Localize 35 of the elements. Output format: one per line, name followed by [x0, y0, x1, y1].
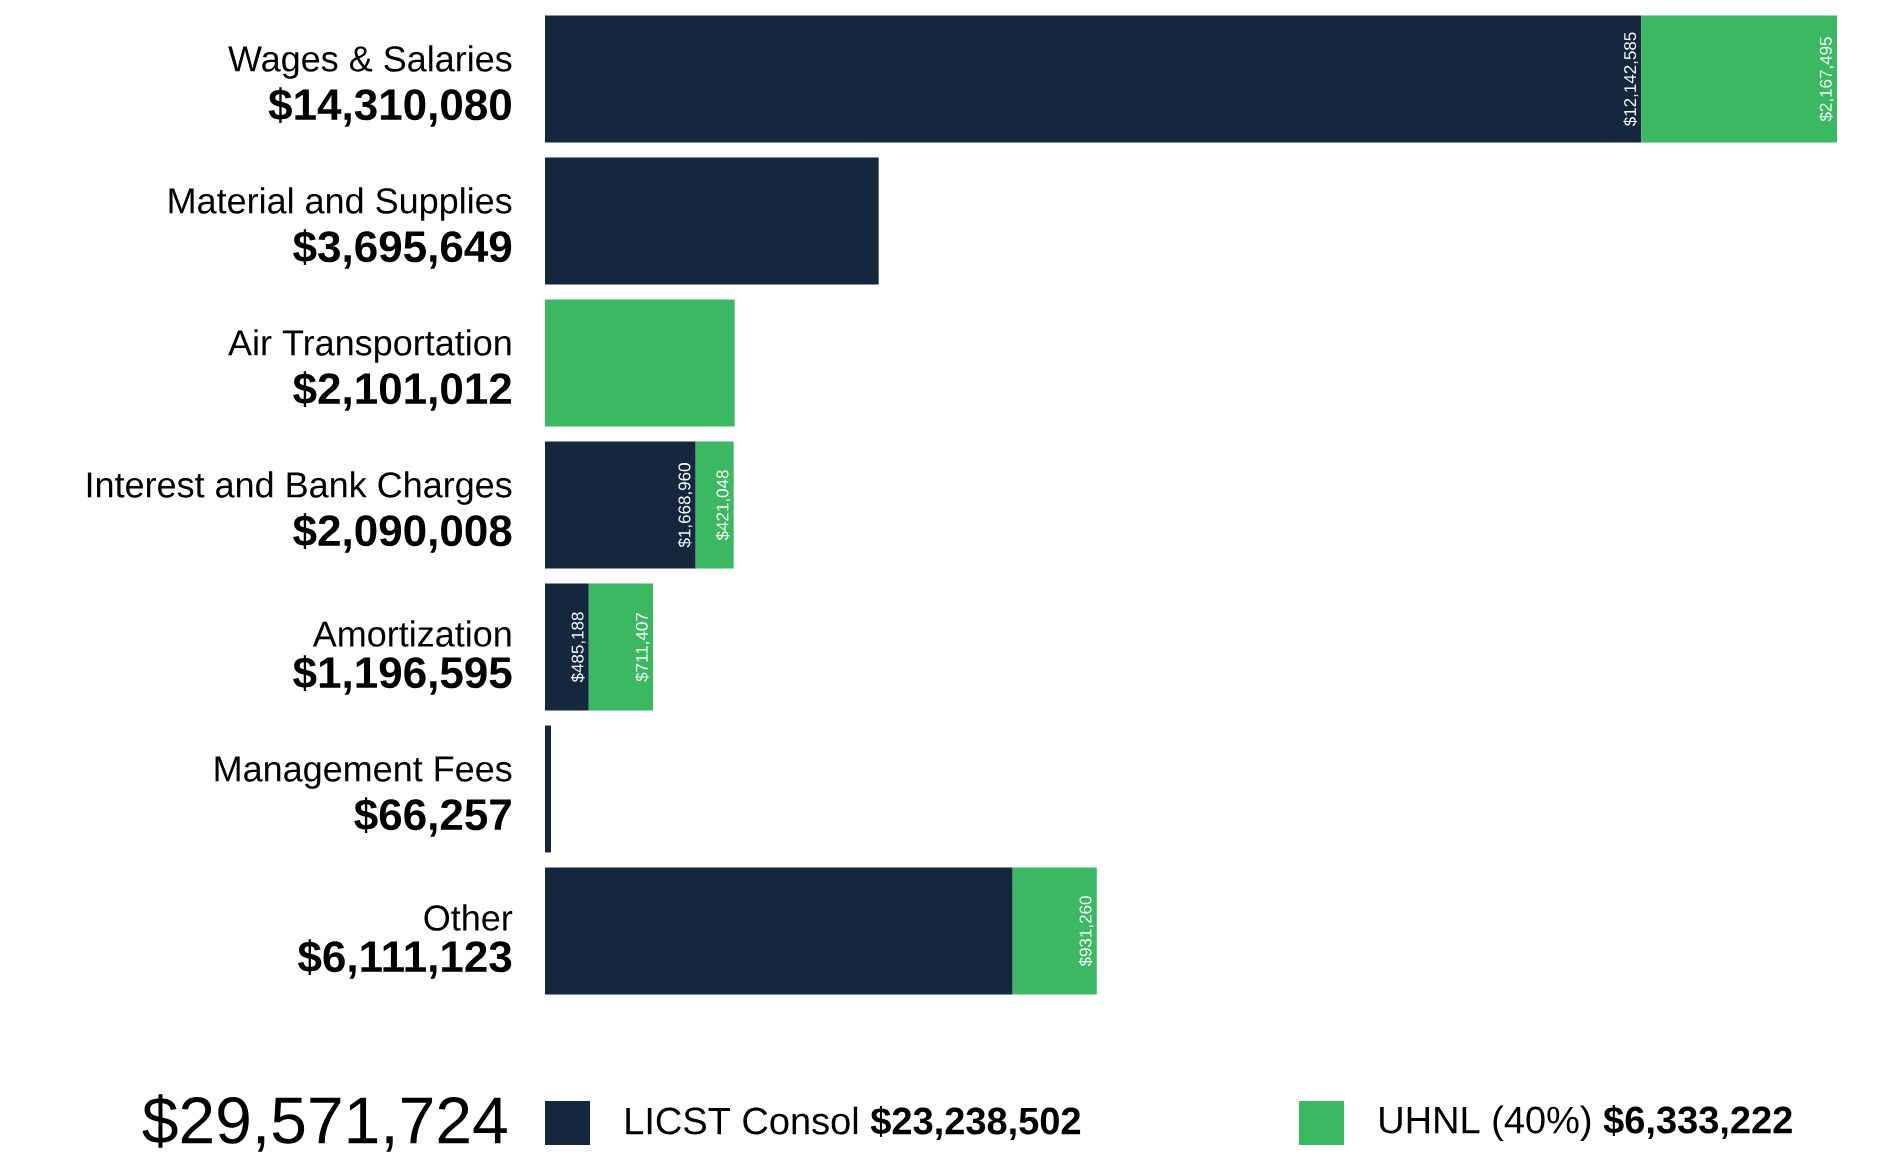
- data-label: $1,668,960: [677, 463, 693, 548]
- y-tick-label: Interest and Bank Charges: [87, 471, 512, 505]
- bar: [545, 15, 1642, 143]
- y-tick-label: Amortization: [312, 620, 511, 647]
- data-label: $12,142,585: [1623, 32, 1639, 127]
- bar: [545, 441, 696, 569]
- data-label: $485,188: [570, 612, 586, 683]
- data-label: $421,048: [715, 470, 731, 541]
- total-label: $1,196,595: [293, 655, 512, 695]
- bar: [695, 441, 734, 569]
- bar: [545, 583, 589, 711]
- bar: [1012, 867, 1097, 995]
- bar: [545, 725, 551, 853]
- bar: [545, 867, 1013, 995]
- bar: [1641, 15, 1838, 143]
- bar: [588, 583, 654, 711]
- bar: [545, 157, 879, 285]
- total-label: $66,257: [354, 797, 511, 837]
- legend-label: LICST Consol $23,238,502: [626, 1105, 1081, 1141]
- total-label: $2,090,008: [293, 513, 512, 553]
- y-tick-label: Management Fees: [215, 756, 512, 789]
- y-tick-label: Other: [424, 904, 513, 931]
- total-label: $14,310,080: [268, 87, 511, 127]
- y-tick-label: Material and Supplies: [169, 187, 512, 221]
- total-label: $6,111,123: [298, 939, 512, 979]
- data-label: $931,260: [1078, 896, 1094, 967]
- total-label: $2,101,012: [293, 371, 512, 411]
- y-tick-label: Air Transportation: [228, 329, 511, 363]
- text: $29,571,724: [142, 1094, 507, 1152]
- total-label: $3,695,649: [293, 229, 512, 269]
- y-tick-label: Wages & Salaries: [228, 45, 512, 79]
- legend-label: UHNL (40%) $6,333,222: [1380, 1104, 1792, 1142]
- data-label: $711,407: [635, 613, 650, 682]
- data-label: $2,167,495: [1819, 37, 1834, 122]
- bar: [545, 299, 735, 427]
